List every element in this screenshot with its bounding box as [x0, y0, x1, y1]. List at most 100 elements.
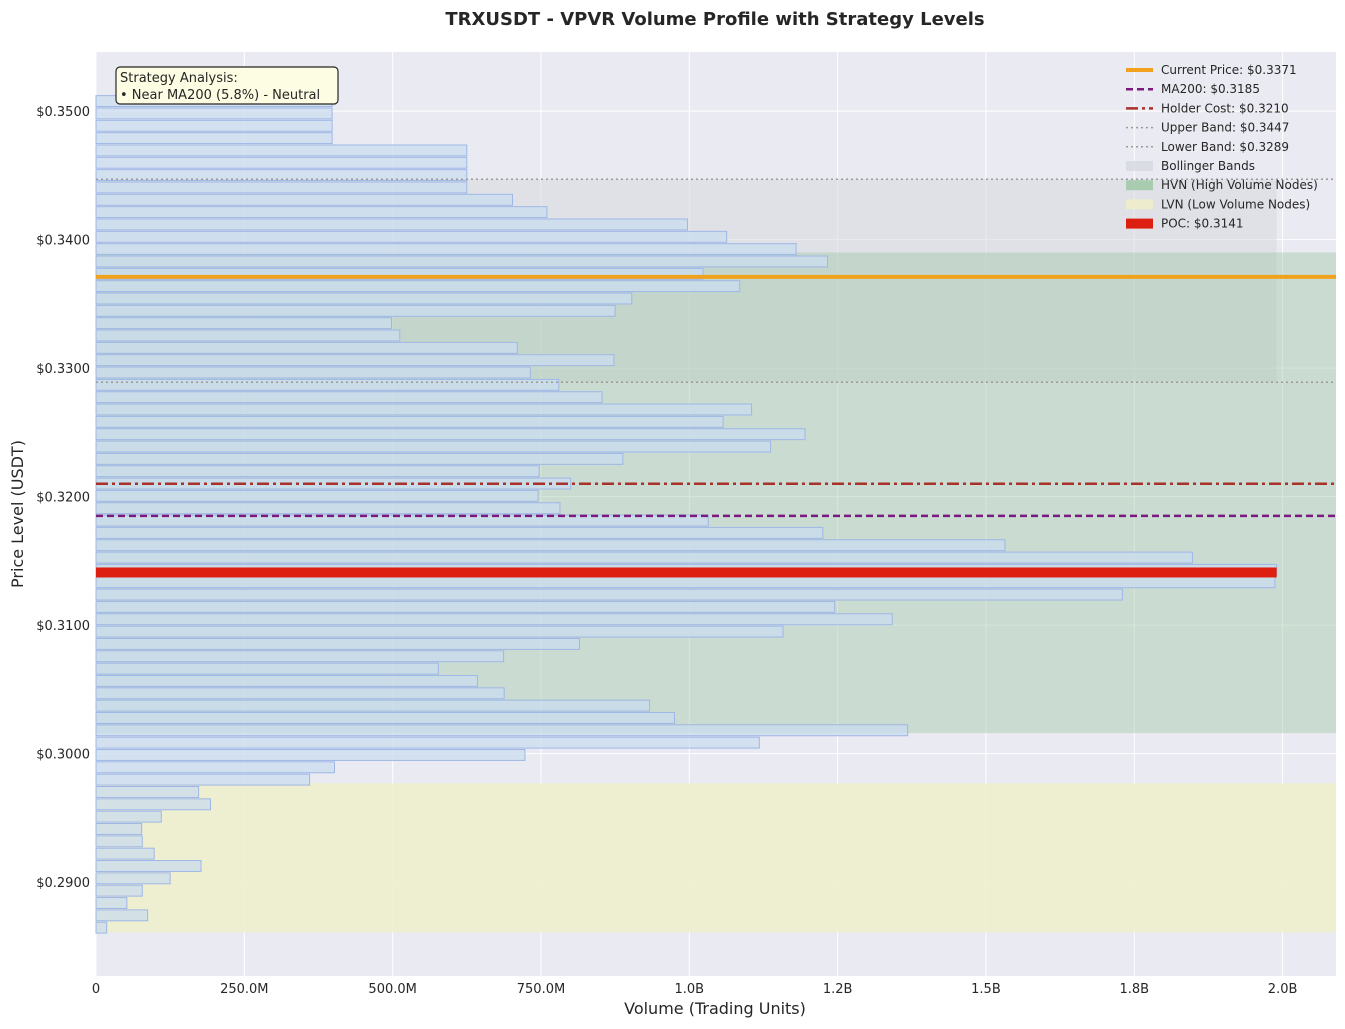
- volume-bar-59: [95, 823, 143, 835]
- volume-bar-14: [95, 267, 704, 280]
- volume-bar-3: [95, 132, 333, 145]
- volume-bar-54: [95, 761, 336, 774]
- legend-swatch-5: [1126, 161, 1153, 171]
- chart-title: TRXUSDT - VPVR Volume Profile with Strat…: [445, 9, 984, 30]
- lvn-band: [96, 783, 1336, 933]
- volume-bar-4: [95, 144, 468, 157]
- volume-bar-21: [95, 354, 615, 367]
- volume-bar-19: [95, 329, 401, 342]
- volume-bar-45: [95, 650, 505, 663]
- volume-bar-11: [95, 230, 728, 243]
- volume-bar-41: [95, 600, 836, 613]
- legend-label-0: Current Price: $0.3371: [1161, 63, 1297, 77]
- y-tick-label-5: $0.3400: [36, 234, 90, 249]
- volume-bar-2: [95, 119, 333, 132]
- y-tick-label-6: $0.3500: [36, 105, 90, 120]
- volume-bar-47: [95, 674, 478, 687]
- volume-bar-10: [95, 218, 689, 231]
- volume-bar-12: [95, 243, 797, 256]
- volume-bar-37: [95, 551, 1193, 564]
- volume-bar-24: [95, 391, 603, 404]
- volume-bar-60: [95, 835, 143, 848]
- legend-swatch-7: [1126, 199, 1153, 210]
- axis-ticks: 0 250.0M 500.0M 750.0M 1.0B 1.2B 1.5B 1.8B 2.0B $…: [36, 105, 1297, 997]
- volume-bar-42: [95, 613, 893, 626]
- x-tick-label-0: 0: [92, 982, 100, 997]
- y-tick-label-4: $0.3300: [36, 362, 90, 377]
- legend-swatch-8: [1126, 218, 1153, 229]
- volume-bars: [95, 95, 1278, 934]
- volume-bar-66: [95, 909, 149, 922]
- annotation-line-1: Strategy Analysis:: [120, 71, 238, 86]
- legend-label-3: Upper Band: $0.3447: [1161, 121, 1289, 135]
- volume-bar-7: [95, 181, 468, 194]
- legend-label-5: Bollinger Bands: [1161, 159, 1255, 173]
- volume-bar-28: [95, 440, 772, 453]
- volume-bar-50: [95, 711, 675, 724]
- volume-bar-40: [95, 588, 1123, 601]
- volume-bar-22: [95, 366, 531, 379]
- volume-bar-6: [95, 169, 468, 182]
- volume-bar-29: [95, 452, 624, 465]
- volume-bar-63: [95, 872, 171, 885]
- y-tick-label-1: $0.3000: [36, 748, 90, 763]
- volume-bar-43: [95, 625, 784, 638]
- legend-label-4: Lower Band: $0.3289: [1161, 140, 1289, 154]
- volume-bar-36: [95, 539, 1006, 552]
- volume-bar-56: [95, 786, 200, 798]
- volume-bar-20: [95, 341, 518, 354]
- volume-bar-46: [95, 662, 439, 675]
- y-tick-label-2: $0.3100: [36, 619, 90, 634]
- y-axis-label: Price Level (USDT): [8, 440, 27, 588]
- x-tick-label-1: 250.0M: [220, 982, 268, 997]
- x-tick-label-8: 2.0B: [1268, 982, 1298, 997]
- volume-bar-30: [95, 465, 540, 478]
- volume-bar-33: [95, 502, 561, 515]
- x-axis-label: Volume (Trading Units): [624, 999, 806, 1018]
- volume-bar-44: [95, 637, 581, 650]
- volume-bar-27: [95, 428, 806, 441]
- legend-label-6: HVN (High Volume Nodes): [1161, 178, 1318, 192]
- volume-bar-13: [95, 255, 829, 268]
- volume-bar-1: [95, 107, 333, 120]
- annotation-line-2: • Near MA200 (5.8%) - Neutral: [120, 88, 320, 103]
- volume-bar-5: [95, 156, 468, 169]
- volume-bar-34: [95, 514, 709, 527]
- y-tick-label-3: $0.3200: [36, 491, 90, 506]
- volume-bar-8: [95, 193, 513, 206]
- volume-bar-51: [95, 724, 909, 737]
- x-tick-label-5: 1.2B: [823, 982, 853, 997]
- volume-bar-65: [95, 897, 128, 909]
- volume-bar-55: [95, 773, 311, 786]
- volume-bar-35: [95, 526, 824, 539]
- poc-bar: [96, 567, 1277, 578]
- volume-bar-49: [95, 699, 651, 712]
- volume-bar-39: [95, 576, 1276, 589]
- volume-bar-9: [95, 206, 548, 219]
- chart-legend: Current Price: $0.3371 MA200: $0.3185 Hold…: [1126, 63, 1318, 231]
- x-tick-label-3: 750.0M: [517, 982, 565, 997]
- volume-bar-23: [95, 378, 560, 391]
- x-tick-label-7: 1.8B: [1119, 982, 1149, 997]
- legend-label-1: MA200: $0.3185: [1161, 82, 1260, 96]
- volume-bar-53: [95, 748, 526, 761]
- volume-bar-61: [95, 847, 155, 860]
- volume-bar-16: [95, 292, 633, 305]
- legend-label-2: Holder Cost: $0.3210: [1161, 101, 1289, 115]
- volume-bar-62: [95, 860, 202, 872]
- volume-bar-26: [95, 415, 724, 428]
- volume-bar-32: [95, 489, 539, 502]
- x-tick-label-4: 1.0B: [675, 982, 705, 997]
- volume-bar-57: [95, 798, 212, 811]
- volume-bar-17: [95, 304, 616, 317]
- x-tick-label-2: 500.0M: [368, 982, 416, 997]
- strategy-analysis-box: Strategy Analysis: • Near MA200 (5.8%) -…: [115, 66, 339, 105]
- volume-bar-52: [95, 736, 760, 749]
- volume-bar-64: [95, 884, 143, 897]
- x-tick-label-6: 1.5B: [971, 982, 1001, 997]
- legend-swatch-6: [1126, 180, 1153, 191]
- legend-label-7: LVN (Low Volume Nodes): [1161, 197, 1310, 211]
- y-tick-label-0: $0.2900: [36, 876, 90, 891]
- legend-label-8: POC: $0.3141: [1161, 217, 1244, 231]
